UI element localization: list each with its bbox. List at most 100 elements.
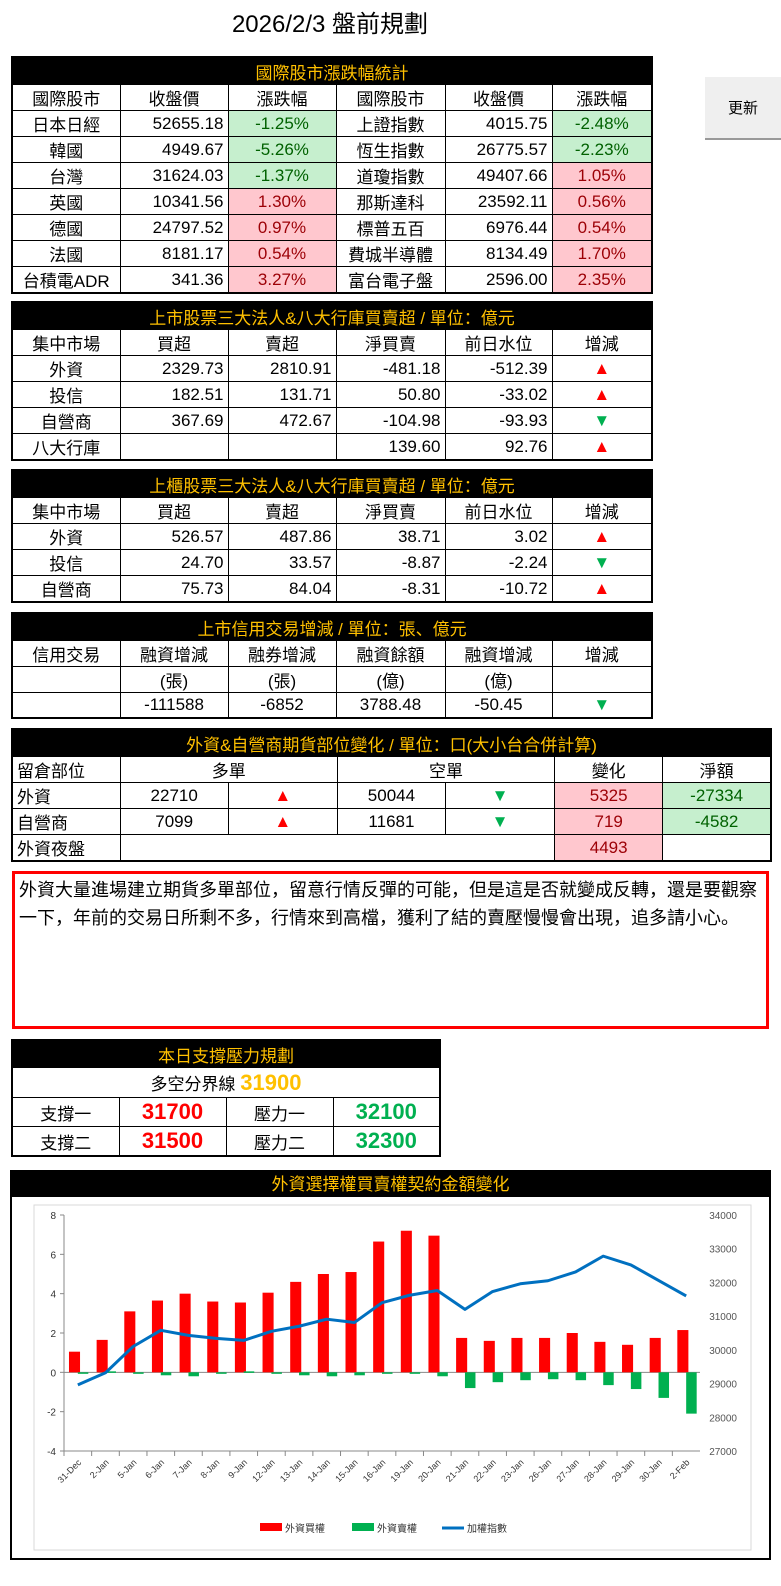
previous-level: 3.02 [444, 523, 553, 550]
call-bar [234, 1302, 246, 1373]
column-header: 買超 [119, 329, 229, 356]
change-pct: 2.35% [551, 266, 653, 294]
change-pct: 0.54% [227, 240, 337, 267]
investor-name: 自營商 [11, 407, 121, 434]
long-value: 7099 [119, 808, 229, 835]
call-bar [179, 1293, 191, 1373]
sell-value: 131.71 [227, 381, 337, 408]
sell-value: 487.86 [227, 523, 337, 550]
put-bar [547, 1372, 559, 1380]
long-value: 22710 [119, 782, 229, 809]
y-tick-label: 2 [50, 1329, 56, 1340]
net-value: -104.98 [335, 407, 446, 434]
short-value: 11681 [336, 808, 447, 835]
table-row: 外資 22710 ▲ 50044 ▼ 5325 -27334 [11, 782, 772, 809]
change-value: 4493 [554, 834, 664, 862]
sell-value: 84.04 [227, 575, 337, 603]
investor-name: 投信 [11, 549, 121, 576]
change-pct: 3.27% [227, 266, 337, 294]
futures-position-table: 外資&自營商期貨部位變化 / 單位：口(大小台合併計算) 留倉部位 多單 空單 … [11, 728, 772, 862]
intl-market-table: 國際股市漲跌幅統計 國際股市 收盤價 漲跌幅 國際股市 收盤價 漲跌幅 日本日經… [11, 56, 654, 294]
column-header: 賣超 [227, 497, 337, 524]
put-bar [354, 1372, 365, 1376]
y2-tick-label: 31000 [709, 1312, 737, 1323]
column-header: 融資增減 [119, 640, 229, 667]
previous-level: 92.76 [444, 433, 553, 461]
page-title: 2026/2/3 盤前規劃 [231, 11, 429, 38]
pivot-value: 31900 [240, 1069, 302, 1095]
column-header: 漲跌幅 [227, 84, 337, 111]
x-tick-label: 14-Jan [306, 1457, 333, 1484]
margin-trading-table: 上市信用交易增減 / 單位：張、億元 信用交易 融資增減 融券增減 融資餘額 融資增減增… [11, 612, 654, 719]
down-arrow-icon: ▼ [551, 549, 653, 576]
buy-value [119, 433, 229, 461]
update-button[interactable]: 更新 [705, 77, 781, 140]
down-arrow-icon: ▼ [444, 808, 556, 835]
column-header: 增減 [551, 497, 653, 524]
buy-value: 75.73 [119, 575, 229, 603]
y2-tick-label: 27000 [709, 1447, 737, 1458]
table-row: 投信 182.51 131.71 50.80 -33.02 ▲ [11, 381, 653, 408]
y-tick-label: -2 [47, 1408, 56, 1419]
close-price: 6976.44 [444, 214, 553, 241]
buy-value: 182.51 [119, 381, 229, 408]
legend-label: 加權指數 [467, 1522, 507, 1535]
column-header: 漲跌幅 [551, 84, 653, 111]
table-row: 台灣 31624.03 -1.37% 道瓊指數 49407.66 1.05% [11, 162, 653, 189]
x-tick-label: 28-Jan [582, 1457, 609, 1484]
x-tick-label: 26-Jan [527, 1457, 554, 1484]
change-pct: 1.70% [551, 240, 653, 267]
y2-tick-label: 32000 [709, 1278, 737, 1289]
column-header: 集中市場 [11, 497, 121, 524]
put-bar [160, 1372, 172, 1376]
net-value [662, 834, 772, 862]
net-value: 38.71 [335, 523, 446, 550]
close-price: 26775.57 [444, 136, 553, 163]
column-header: 融資增減 [444, 640, 553, 667]
net-value: -8.87 [335, 549, 446, 576]
short-value: 50044 [336, 782, 447, 809]
change-pct: -5.26% [227, 136, 337, 163]
otc-institutional-table: 上櫃股票三大法人&八大行庫買賣超 / 單位：億元 集中市場 買超 賣超 淨買賣 前日水位… [11, 469, 654, 603]
margin-cell: -50.45 [444, 692, 553, 719]
table-caption: 外資&自營商期貨部位變化 / 單位：口(大小台合併計算) [11, 728, 772, 757]
call-bar [317, 1274, 329, 1373]
close-price: 4949.67 [119, 136, 229, 163]
put-bar [658, 1372, 670, 1398]
down-arrow-icon: ▼ [551, 407, 653, 434]
legend-swatch [352, 1523, 374, 1531]
x-tick-label: 19-Jan [389, 1457, 416, 1484]
listed-institutional-table: 上市股票三大法人&八大行庫買賣超 / 單位：億元 集中市場 買超 賣超 淨買賣 前日水位… [11, 301, 654, 461]
put-bar [271, 1372, 282, 1374]
plot-frame [33, 1204, 752, 1551]
previous-level: -2.24 [444, 549, 553, 576]
column-header: 淨買賣 [335, 329, 446, 356]
put-bar [409, 1372, 421, 1374]
change-pct: 0.54% [551, 214, 653, 241]
y-tick-label: 8 [50, 1211, 56, 1222]
up-arrow-icon: ▲ [551, 433, 653, 461]
buy-value: 24.70 [119, 549, 229, 576]
buy-value: 367.69 [119, 407, 229, 434]
market-name: 德國 [11, 214, 121, 241]
column-header: 集中市場 [11, 329, 121, 356]
investor-name: 外資 [11, 523, 121, 550]
x-tick-label: 2-Jan [88, 1457, 111, 1480]
margin-cell: 3788.48 [335, 692, 446, 719]
change-pct: 0.97% [227, 214, 337, 241]
chart-title: 外資選擇權買賣權契約金額變化 [12, 1172, 769, 1197]
margin-cell [11, 692, 121, 719]
y-tick-label: -4 [47, 1447, 56, 1458]
x-tick-label: 8-Jan [199, 1457, 222, 1480]
investor-name: 外資 [11, 355, 121, 382]
table-row: 英國 10341.56 1.30% 那斯達科 23592.11 0.56% [11, 188, 653, 215]
sell-value: 33.57 [227, 549, 337, 576]
call-bar [566, 1333, 578, 1373]
net-value: -481.18 [335, 355, 446, 382]
market-name: 台灣 [11, 162, 121, 189]
net-value: -4582 [662, 808, 772, 835]
table-row: 德國 24797.52 0.97% 標普五百 6976.44 0.54% [11, 214, 653, 241]
table-row: 外資 526.57 487.86 38.71 3.02 ▲ [11, 523, 653, 550]
net-value: -27334 [662, 782, 772, 809]
x-tick-label: 23-Jan [499, 1457, 526, 1484]
